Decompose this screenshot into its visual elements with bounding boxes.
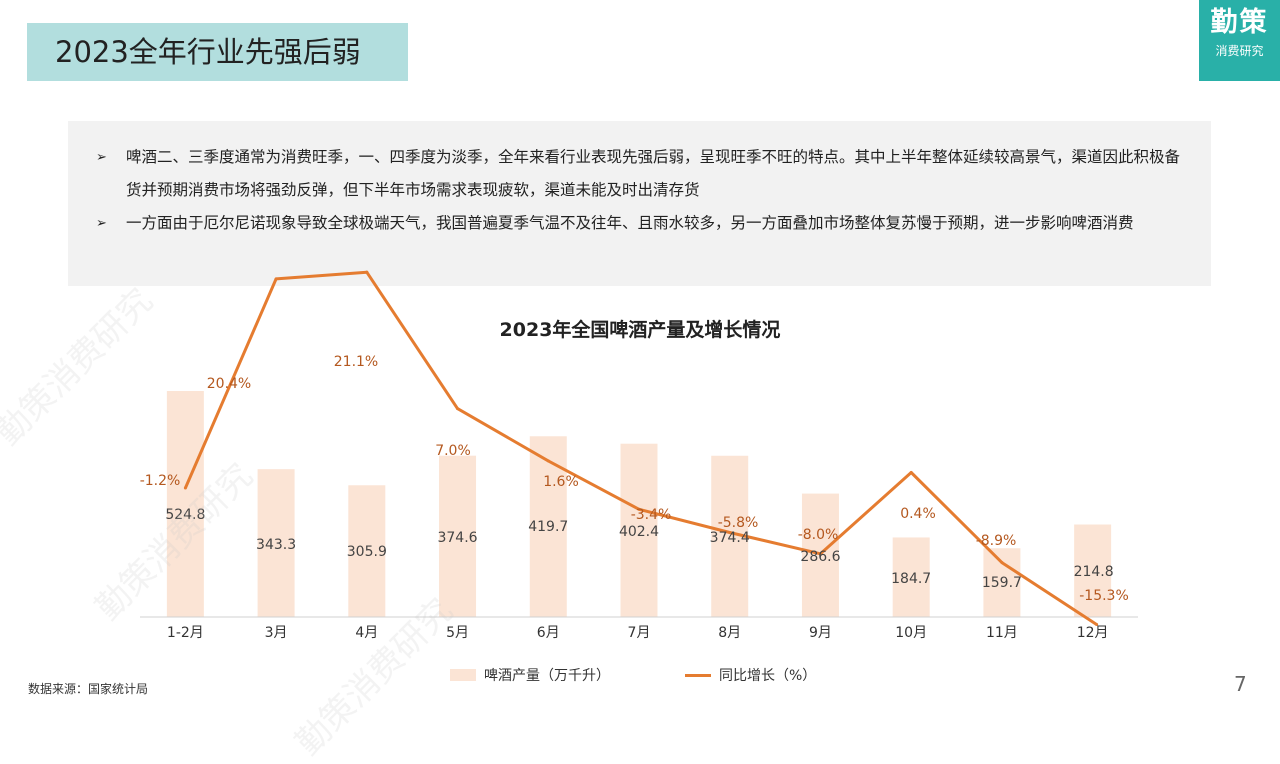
line-value-label: -8.0% [798, 527, 839, 543]
legend-line-label: 同比增长（%） [719, 668, 817, 684]
x-tick-label: 12月 [1077, 625, 1109, 641]
line-value-label: -5.8% [718, 515, 759, 531]
bar [1074, 524, 1112, 617]
x-tick-label: 1-2月 [167, 625, 204, 641]
logo-main-text: 勤策 [1210, 7, 1269, 38]
line-point [1000, 561, 1004, 565]
line-point [637, 507, 641, 511]
line-point [456, 407, 460, 411]
bar-value-label: 402.4 [619, 524, 659, 540]
line-point [909, 471, 913, 475]
line-value-label: 21.1% [334, 354, 378, 370]
line-value-label: 1.6% [543, 474, 579, 490]
note-text: 啤酒二、三季度通常为消费旺季，一、四季度为淡季，全年来看行业表现先强后弱，呈现旺… [126, 148, 1181, 199]
note-item: ➢ 一方面由于厄尔尼诺现象导致全球极端天气，我国普遍夏季气温不及往年、且雨水较多… [96, 207, 1181, 240]
bar [620, 443, 658, 617]
line-layer [183, 270, 1099, 627]
line-value-label: -8.9% [976, 533, 1017, 549]
bar-value-label: 374.6 [437, 530, 477, 546]
chart: 1-2月 3月 4月 5月 6月 7月 8月 9月 10月 11月 12月 524.8 343.3 305… [140, 270, 1138, 641]
x-tick-label: 3月 [265, 625, 288, 641]
legend-item-production: 啤酒产量（万千升） [450, 665, 610, 685]
notes-box: ➢ 啤酒二、三季度通常为消费旺季，一、四季度为淡季，全年来看行业表现先强后弱，呈… [68, 121, 1211, 286]
line-point [183, 486, 187, 490]
bar [439, 455, 477, 617]
bar [983, 548, 1021, 617]
bar [257, 469, 295, 617]
line-point [818, 552, 822, 556]
x-tick-label: 6月 [537, 625, 560, 641]
bar-value-label: 305.9 [347, 544, 387, 560]
bar-value-label: 374.4 [710, 530, 750, 546]
bullet-arrow-icon: ➢ [96, 216, 107, 231]
bullet-arrow-icon: ➢ [96, 150, 107, 165]
bar-value-label: 214.8 [1074, 564, 1114, 580]
line-value-label: 0.4% [900, 506, 936, 522]
legend-item-growth: 同比增长（%） [685, 665, 816, 685]
line-point [728, 531, 732, 535]
brand-logo: 勤策 消费研究 [1199, 0, 1280, 81]
x-tick-label: 11月 [986, 625, 1018, 641]
line-point [365, 270, 369, 274]
line-value-label: 7.0% [435, 443, 471, 459]
line-point [1095, 623, 1099, 627]
line-point [546, 459, 550, 463]
x-tick-label: 10月 [895, 625, 927, 641]
bar-value-label: 524.8 [165, 507, 205, 523]
page-title: 2023全年行业先强后弱 [27, 23, 408, 81]
data-source: 数据来源：国家统计局 [28, 682, 149, 696]
bar-value-label: 184.7 [891, 571, 931, 587]
x-tick-label: 9月 [809, 625, 832, 641]
x-tick-label: 7月 [628, 625, 651, 641]
legend-line-swatch [685, 673, 711, 677]
x-tick-label: 5月 [446, 625, 469, 641]
legend-bar-swatch [450, 669, 476, 681]
bar-value-label: 343.3 [256, 537, 296, 553]
logo-sub-text: 消费研究 [1215, 44, 1264, 58]
bar-value-label: 419.7 [528, 519, 568, 535]
bar [892, 537, 930, 617]
labels-layer: 1-2月 3月 4月 5月 6月 7月 8月 9月 10月 11月 12月 524.8 343.3 305… [140, 354, 1129, 641]
bar-value-label: 159.7 [982, 575, 1022, 591]
line-value-label: -3.4% [631, 507, 672, 523]
bar-value-label: 286.6 [800, 549, 840, 565]
legend-bar-label: 啤酒产量（万千升） [484, 668, 610, 684]
line-value-label: 20.4% [207, 376, 251, 392]
note-item: ➢ 啤酒二、三季度通常为消费旺季，一、四季度为淡季，全年来看行业表现先强后弱，呈… [96, 141, 1181, 207]
page-number: 7 [1234, 672, 1247, 696]
line-point [274, 277, 278, 281]
x-tick-label: 8月 [718, 625, 741, 641]
chart-title: 2023年全国啤酒产量及增长情况 [499, 319, 781, 341]
bars-layer [166, 391, 1112, 617]
bar [348, 485, 386, 617]
line-value-label: -1.2% [140, 473, 181, 489]
note-text: 一方面由于厄尔尼诺现象导致全球极端天气，我国普遍夏季气温不及往年、且雨水较多，另… [126, 214, 1134, 232]
bar [166, 391, 204, 617]
x-tick-label: 4月 [355, 625, 378, 641]
line-value-label: -15.3% [1079, 588, 1129, 604]
